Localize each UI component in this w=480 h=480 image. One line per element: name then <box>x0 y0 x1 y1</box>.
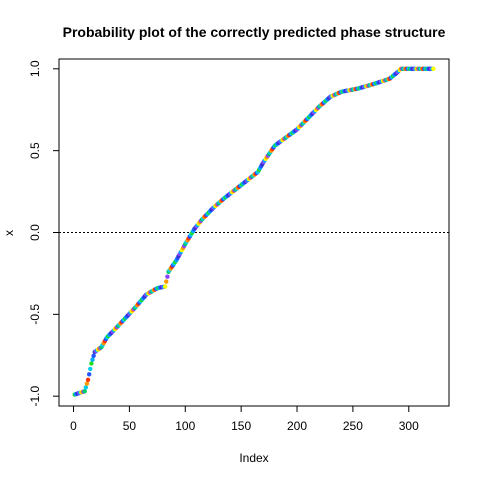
x-tick-label: 200 <box>287 419 307 433</box>
x-tick-label: 250 <box>343 419 363 433</box>
x-axis: 0 50 100 150 200 250 300 <box>70 405 419 433</box>
data-point <box>90 357 95 362</box>
data-point <box>85 377 91 383</box>
y-tick-label: 0.0 <box>28 224 42 241</box>
y-tick-label: 1.0 <box>28 60 42 77</box>
data-point <box>165 274 170 279</box>
x-tick-label: 50 <box>123 419 137 433</box>
y-tick-label: 0.5 <box>28 142 42 159</box>
data-point <box>88 366 93 372</box>
x-tick-label: 100 <box>175 419 195 433</box>
data-point <box>91 353 96 359</box>
data-point <box>82 389 87 394</box>
y-tick-label: -0.5 <box>28 304 42 325</box>
data-point <box>84 381 90 386</box>
y-tick-label: -1.0 <box>28 386 42 407</box>
data-point <box>431 66 436 72</box>
x-tick-label: 0 <box>70 419 77 433</box>
data-point <box>86 372 92 377</box>
x-axis-label: Index <box>239 451 268 465</box>
y-axis-label: x <box>2 230 16 236</box>
x-tick-label: 150 <box>231 419 251 433</box>
x-tick-label: 300 <box>399 419 419 433</box>
data-point <box>89 361 94 366</box>
data-point <box>83 385 89 390</box>
data-point <box>164 279 169 284</box>
chart-title: Probability plot of the correctly predic… <box>63 24 446 40</box>
data-point <box>162 284 168 289</box>
data-points <box>72 66 436 397</box>
